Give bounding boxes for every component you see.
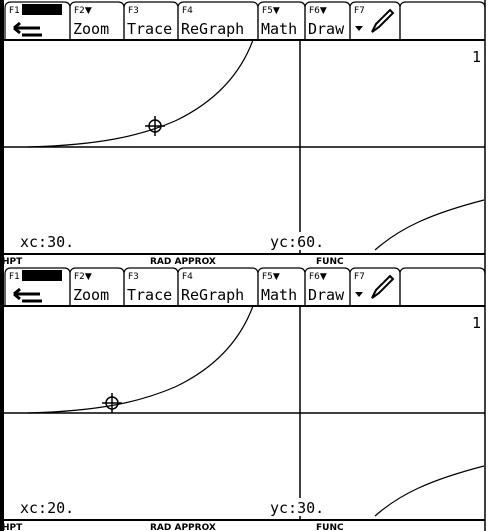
f7-arrow	[355, 26, 363, 31]
f1-icon	[22, 4, 62, 15]
curve-branch	[375, 200, 484, 250]
toolbar-button[interactable]: F4 ReGraph	[178, 268, 258, 306]
empty-tab	[400, 2, 485, 40]
function-key: F6▼	[309, 6, 327, 16]
f1-icon	[22, 270, 62, 281]
toolbar-button[interactable]: F3 Trace	[124, 268, 178, 306]
yc-value: yc:60.	[270, 233, 324, 251]
pencil-icon	[372, 10, 393, 32]
status-text: FUNC	[316, 257, 344, 267]
function-key: F2▼	[74, 272, 92, 282]
graph-number: 1	[472, 48, 481, 66]
function-key: F5▼	[262, 272, 280, 282]
pencil-icon	[372, 276, 393, 298]
toolbar-label: Trace	[127, 286, 172, 304]
curve	[28, 306, 253, 413]
function-key: F7	[354, 6, 365, 16]
toolbar-label: ReGraph	[181, 20, 244, 38]
toolbar-button[interactable]: F5▼ Math	[258, 2, 305, 40]
function-key: F3	[128, 6, 139, 16]
trace-cross	[145, 116, 165, 136]
status-text: HPT	[2, 257, 23, 267]
toolbar-button[interactable]: F6▼ Draw	[305, 268, 350, 306]
toolbar-label: Draw	[308, 286, 345, 304]
toolbar-label: Trace	[127, 20, 172, 38]
toolbar-label: ReGraph	[181, 286, 244, 304]
status-text: HPT	[2, 523, 23, 531]
toolbar-button[interactable]: F2▼ Zoom	[70, 2, 124, 40]
function-key: F7	[354, 272, 365, 282]
toolbar-button[interactable]: F4 ReGraph	[178, 2, 258, 40]
function-key: F5▼	[262, 6, 280, 16]
function-key: F3	[128, 272, 139, 282]
toolbar-button[interactable]: F3 Trace	[124, 2, 178, 40]
function-key: F1	[9, 6, 20, 16]
graph-number: 1	[472, 314, 481, 332]
status-text: RAD APPROX	[150, 523, 216, 531]
toolbar-label: Math	[261, 286, 297, 304]
toolbar-button[interactable]: F1	[5, 2, 70, 40]
left-border	[0, 0, 4, 266]
status-text: FUNC	[316, 523, 344, 531]
status-text: RAD APPROX	[150, 257, 216, 267]
toolbar-label: Draw	[308, 20, 345, 38]
f1-arrow	[14, 23, 42, 35]
empty-tab	[400, 268, 485, 306]
toolbar-label: Math	[261, 20, 297, 38]
trace-cross	[102, 393, 122, 413]
f1-arrow	[14, 289, 42, 301]
toolbar-button[interactable]: F6▼ Draw	[305, 2, 350, 40]
function-key: F4	[182, 272, 193, 282]
toolbar-button[interactable]: F5▼ Math	[258, 268, 305, 306]
calculator-screens: F1F2▼ZoomF3TraceF4ReGraphF5▼MathF6▼DrawF…	[0, 0, 493, 531]
curve-branch	[375, 466, 484, 516]
toolbar-label: Zoom	[73, 286, 109, 304]
xc-value: xc:20.	[20, 499, 74, 517]
function-key: F2▼	[74, 6, 92, 16]
left-border	[0, 266, 4, 531]
function-key: F6▼	[309, 272, 327, 282]
toolbar-button[interactable]: F7	[350, 268, 400, 306]
toolbar-button[interactable]: F7	[350, 2, 400, 40]
function-key: F4	[182, 6, 193, 16]
toolbar-button[interactable]: F2▼ Zoom	[70, 268, 124, 306]
yc-value: yc:30.	[270, 499, 324, 517]
toolbar-label: Zoom	[73, 20, 109, 38]
f7-arrow	[355, 292, 363, 297]
toolbar-button[interactable]: F1	[5, 268, 70, 306]
curve	[28, 40, 253, 147]
xc-value: xc:30.	[20, 233, 74, 251]
function-key: F1	[9, 272, 20, 282]
